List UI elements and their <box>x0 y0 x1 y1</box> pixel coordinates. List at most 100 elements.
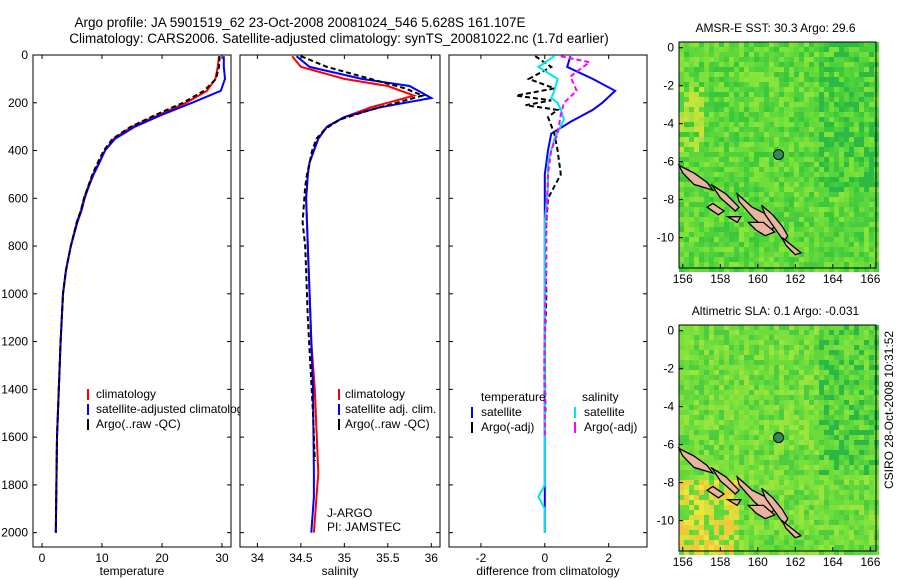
map-cell <box>814 370 819 375</box>
map-cell <box>834 107 839 112</box>
map-cell <box>714 450 719 455</box>
map-cell <box>819 47 824 52</box>
map-cell <box>854 380 859 385</box>
map-cell <box>684 112 689 117</box>
map-cell <box>694 410 699 415</box>
map-cell <box>799 325 804 330</box>
map-cell <box>829 410 834 415</box>
map-cell <box>739 182 744 187</box>
map-cell <box>804 395 809 400</box>
map-cell <box>709 390 714 395</box>
map-cell <box>739 435 744 440</box>
map-cell <box>759 335 764 340</box>
map-cell <box>714 257 719 262</box>
map-cell <box>764 162 769 167</box>
map-cell <box>789 217 794 222</box>
map-cell <box>849 192 854 197</box>
map-cell <box>769 355 774 360</box>
map-cell <box>699 410 704 415</box>
map-cell <box>869 122 874 127</box>
map-cell <box>749 340 754 345</box>
map-cell <box>869 355 874 360</box>
map-cell <box>714 395 719 400</box>
argo-location-marker <box>773 432 785 444</box>
map-cell <box>834 137 839 142</box>
map-cell <box>699 435 704 440</box>
map-cell <box>849 202 854 207</box>
map-cell <box>804 505 809 510</box>
map-cell <box>709 480 714 485</box>
map-cell <box>859 82 864 87</box>
map-cell <box>844 415 849 420</box>
map-cell <box>714 435 719 440</box>
map-cell <box>789 505 794 510</box>
map-cell <box>734 475 739 480</box>
map-cell <box>789 77 794 82</box>
map-cell <box>814 415 819 420</box>
map-cell <box>739 47 744 52</box>
map-cell <box>809 530 814 535</box>
map-cell <box>859 42 864 47</box>
map-cell <box>744 72 749 77</box>
map-cell <box>824 350 829 355</box>
map-cell <box>864 107 869 112</box>
map-cell <box>854 540 859 545</box>
map-cell <box>859 545 864 550</box>
map-cell <box>844 167 849 172</box>
map-cell <box>864 410 869 415</box>
map-cell <box>729 385 734 390</box>
map-cell <box>684 42 689 47</box>
map-cell <box>789 92 794 97</box>
map-cell <box>679 202 684 207</box>
map-cell <box>729 242 734 247</box>
map-cell <box>769 375 774 380</box>
map-cell <box>704 112 709 117</box>
map-cell <box>844 202 849 207</box>
map-cell <box>834 207 839 212</box>
map-cell <box>744 500 749 505</box>
map-cell <box>739 415 744 420</box>
map-cell <box>854 227 859 232</box>
map-cell <box>799 475 804 480</box>
map-cell <box>729 435 734 440</box>
map-cell <box>854 187 859 192</box>
map-cell <box>834 450 839 455</box>
map-cell <box>734 72 739 77</box>
map-cell <box>744 400 749 405</box>
map-cell <box>714 485 719 490</box>
map-cell <box>779 500 784 505</box>
map-cell <box>829 330 834 335</box>
map-cell <box>694 450 699 455</box>
map-cell <box>744 325 749 330</box>
map-cell <box>779 262 784 267</box>
map-cell <box>759 167 764 172</box>
map-cell <box>684 207 689 212</box>
map-cell <box>789 380 794 385</box>
map-cell <box>844 107 849 112</box>
map-cell <box>699 72 704 77</box>
map-cell <box>779 177 784 182</box>
map-cell <box>819 385 824 390</box>
map-cell <box>819 102 824 107</box>
map-cell <box>844 550 849 555</box>
map-cell <box>864 162 869 167</box>
map-cell <box>844 187 849 192</box>
map-cell <box>829 490 834 495</box>
map-cell <box>709 252 714 257</box>
map-cell <box>854 67 859 72</box>
map-cell <box>769 460 774 465</box>
map-cell <box>834 242 839 247</box>
map-cell <box>699 535 704 540</box>
map-cell <box>769 395 774 400</box>
map-cell <box>814 325 819 330</box>
map-cell <box>804 515 809 520</box>
map-cell <box>859 500 864 505</box>
map-cell <box>734 450 739 455</box>
map-cell <box>844 380 849 385</box>
map-cell <box>709 122 714 127</box>
map-cell <box>679 72 684 77</box>
map-cell <box>739 505 744 510</box>
map-cell <box>704 545 709 550</box>
map-cell <box>859 485 864 490</box>
land-island <box>725 499 743 507</box>
